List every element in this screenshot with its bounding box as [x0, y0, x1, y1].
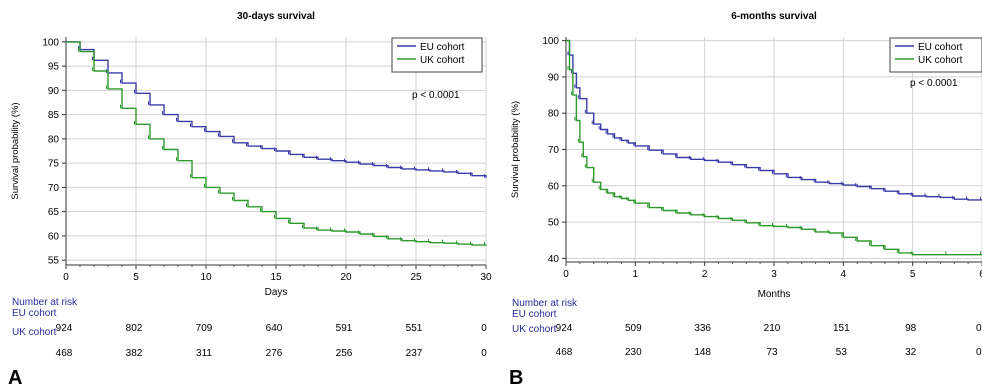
x-tick-label: 5 — [133, 272, 139, 283]
risk-value: 148 — [694, 347, 711, 358]
risk-value: 924 — [56, 323, 73, 334]
chart-panel-b: 6-months survival 40 50 60 70 80 90 100 0 1 2 3 4 5 6 M… — [509, 11, 982, 386]
chart-title: 6-months survival — [731, 11, 817, 22]
x-tick-label: 6 — [979, 269, 982, 280]
y-tick-label: 85 — [48, 110, 60, 121]
series-uk-cohort — [566, 39, 982, 256]
y-tick-label: 60 — [548, 181, 560, 192]
legend-entry: EU cohort — [918, 42, 963, 53]
y-tick-label: 55 — [48, 256, 60, 267]
x-axis-label: Months — [758, 289, 791, 300]
x-tick-label: 10 — [200, 272, 212, 283]
risk-value: 0 — [976, 347, 982, 358]
y-tick-label: 80 — [48, 134, 60, 145]
chart-title: 30-days survival — [237, 11, 315, 22]
risk-value: 0 — [481, 323, 487, 334]
risk-value: 276 — [266, 348, 283, 359]
y-tick-label: 70 — [48, 183, 60, 194]
x-tick-label: 3 — [771, 269, 777, 280]
x-tick-label: 0 — [63, 272, 69, 283]
x-tick-label: 1 — [633, 269, 639, 280]
risk-row-label: EU cohort — [12, 308, 57, 319]
risk-value: 98 — [905, 323, 917, 334]
panel-label: A — [8, 367, 22, 386]
risk-value: 0 — [976, 323, 982, 334]
risk-value: 468 — [56, 348, 73, 359]
risk-row-label: UK cohort — [512, 324, 557, 335]
series-eu-cohort — [566, 39, 982, 201]
x-tick-label: 25 — [410, 272, 422, 283]
risk-value: 210 — [764, 323, 781, 334]
risk-table-header: Number at risk — [12, 297, 78, 308]
y-tick-label: 40 — [548, 254, 560, 265]
risk-value: 640 — [266, 323, 283, 334]
series-eu-cohort — [66, 41, 487, 178]
legend-box — [889, 37, 982, 73]
y-tick-label: 75 — [48, 159, 60, 170]
y-tick-label: 100 — [542, 36, 559, 47]
y-tick-label: 95 — [48, 62, 60, 73]
risk-value: 32 — [905, 347, 917, 358]
x-axis-label: Days — [265, 287, 288, 298]
y-tick-label: 65 — [48, 207, 60, 218]
risk-value: 551 — [406, 323, 423, 334]
legend-entry: UK cohort — [420, 55, 465, 66]
risk-value: 509 — [625, 323, 642, 334]
series-line — [566, 39, 982, 256]
y-tick-label: 80 — [548, 109, 560, 120]
legend: EU cohort UK cohort — [889, 37, 982, 73]
legend: EU cohort UK cohort — [391, 37, 483, 73]
risk-value: 591 — [336, 323, 353, 334]
legend-entry: UK cohort — [918, 55, 963, 66]
y-axis-label: Survival probability (%) — [510, 101, 521, 198]
series-line — [66, 41, 487, 246]
x-tick-label: 20 — [340, 272, 352, 283]
risk-value: 256 — [336, 348, 353, 359]
y-axis-label: Survival probability (%) — [10, 102, 21, 199]
x-tick-label: 30 — [480, 272, 492, 283]
risk-value: 336 — [694, 323, 711, 334]
y-tick-label: 100 — [42, 37, 59, 48]
y-tick-label: 90 — [548, 72, 560, 83]
series-line — [66, 41, 487, 178]
risk-value: 151 — [833, 323, 850, 334]
x-tick-label: 0 — [563, 269, 569, 280]
risk-value: 73 — [766, 347, 778, 358]
x-tick-label: 2 — [702, 269, 708, 280]
x-tick-label: 15 — [270, 272, 282, 283]
risk-value: 230 — [625, 347, 642, 358]
series-line — [566, 39, 982, 201]
risk-value: 709 — [196, 323, 213, 334]
risk-value: 802 — [126, 323, 143, 334]
y-tick-label: 90 — [48, 86, 60, 97]
series-uk-cohort — [66, 41, 487, 246]
x-tick-label: 5 — [910, 269, 916, 280]
risk-value: 311 — [196, 348, 212, 359]
legend-entry: EU cohort — [420, 42, 465, 53]
risk-value: 237 — [406, 348, 423, 359]
y-tick-label: 70 — [548, 145, 560, 156]
y-tick-label: 60 — [48, 231, 60, 242]
legend-box — [391, 37, 483, 73]
risk-value: 382 — [126, 348, 143, 359]
risk-value: 468 — [556, 347, 573, 358]
risk-row-label: EU cohort — [512, 309, 557, 320]
x-tick-label: 4 — [841, 269, 847, 280]
y-tick-label: 50 — [548, 218, 560, 229]
p-value-annotation: p < 0.0001 — [412, 90, 460, 101]
risk-value: 924 — [556, 323, 573, 334]
risk-value: 53 — [836, 347, 848, 358]
risk-table-header: Number at risk — [512, 298, 578, 309]
risk-value: 0 — [481, 348, 487, 359]
panel-label: B — [509, 367, 523, 386]
risk-row-label: UK cohort — [12, 327, 57, 338]
p-value-annotation: p < 0.0001 — [910, 78, 958, 89]
